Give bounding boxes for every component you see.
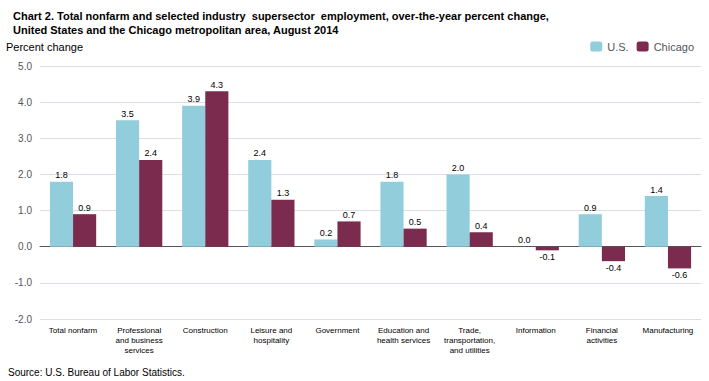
- svg-text:4.0: 4.0: [18, 97, 32, 108]
- svg-text:-1.0: -1.0: [15, 277, 33, 288]
- svg-text:-0.4: -0.4: [606, 263, 622, 273]
- svg-text:2.4: 2.4: [254, 148, 267, 158]
- svg-text:0.2: 0.2: [320, 228, 333, 238]
- svg-text:2.4: 2.4: [144, 148, 157, 158]
- svg-text:Government: Government: [315, 326, 360, 335]
- svg-text:Information: Information: [516, 326, 556, 335]
- svg-text:0.9: 0.9: [584, 203, 597, 213]
- svg-text:and business: and business: [116, 336, 163, 345]
- svg-text:5.0: 5.0: [18, 61, 32, 72]
- svg-text:1.8: 1.8: [55, 170, 68, 180]
- svg-text:2.0: 2.0: [18, 169, 32, 180]
- svg-text:Professional: Professional: [117, 326, 161, 335]
- svg-text:services: services: [124, 346, 153, 355]
- svg-text:United States and the Chicago: United States and the Chicago metropolit…: [13, 24, 339, 36]
- svg-text:Total nonfarm: Total nonfarm: [49, 326, 98, 335]
- svg-text:3.5: 3.5: [121, 109, 134, 119]
- svg-text:and utilities: and utilities: [450, 346, 490, 355]
- svg-text:1.3: 1.3: [277, 188, 290, 198]
- svg-text:transportation,: transportation,: [444, 336, 495, 345]
- svg-text:-2.0: -2.0: [15, 314, 33, 325]
- svg-text:0.4: 0.4: [475, 221, 488, 231]
- svg-text:3.0: 3.0: [18, 133, 32, 144]
- svg-text:0.0: 0.0: [518, 235, 531, 245]
- svg-text:-0.6: -0.6: [672, 270, 688, 280]
- svg-text:1.0: 1.0: [18, 205, 32, 216]
- svg-text:1.8: 1.8: [386, 170, 399, 180]
- svg-text:0.0: 0.0: [18, 241, 32, 252]
- svg-text:Manufacturing: Manufacturing: [643, 326, 694, 335]
- svg-text:0.5: 0.5: [409, 217, 422, 227]
- svg-text:Source: U.S. Bureau of Labor S: Source: U.S. Bureau of Labor Statistics.: [8, 367, 185, 378]
- svg-text:1.4: 1.4: [650, 185, 663, 195]
- svg-text:Chart 2. Total nonfarm and sel: Chart 2. Total nonfarm and selected indu…: [13, 10, 549, 22]
- svg-text:Chicago: Chicago: [654, 41, 694, 53]
- svg-text:Financial: Financial: [586, 326, 618, 335]
- svg-text:Education and: Education and: [378, 326, 429, 335]
- svg-text:Percent change: Percent change: [6, 41, 83, 53]
- svg-text:3.9: 3.9: [187, 94, 200, 104]
- svg-text:0.9: 0.9: [78, 203, 91, 213]
- svg-text:hospitality: hospitality: [254, 336, 290, 345]
- svg-text:2.0: 2.0: [452, 163, 465, 173]
- svg-text:health services: health services: [377, 336, 430, 345]
- svg-text:activities: activities: [587, 336, 618, 345]
- svg-text:-0.1: -0.1: [540, 252, 556, 262]
- svg-text:4.3: 4.3: [211, 80, 224, 90]
- svg-text:Construction: Construction: [183, 326, 228, 335]
- svg-text:0.7: 0.7: [343, 210, 356, 220]
- svg-text:Trade,: Trade,: [458, 326, 481, 335]
- svg-text:Leisure and: Leisure and: [250, 326, 292, 335]
- svg-text:U.S.: U.S.: [607, 41, 628, 53]
